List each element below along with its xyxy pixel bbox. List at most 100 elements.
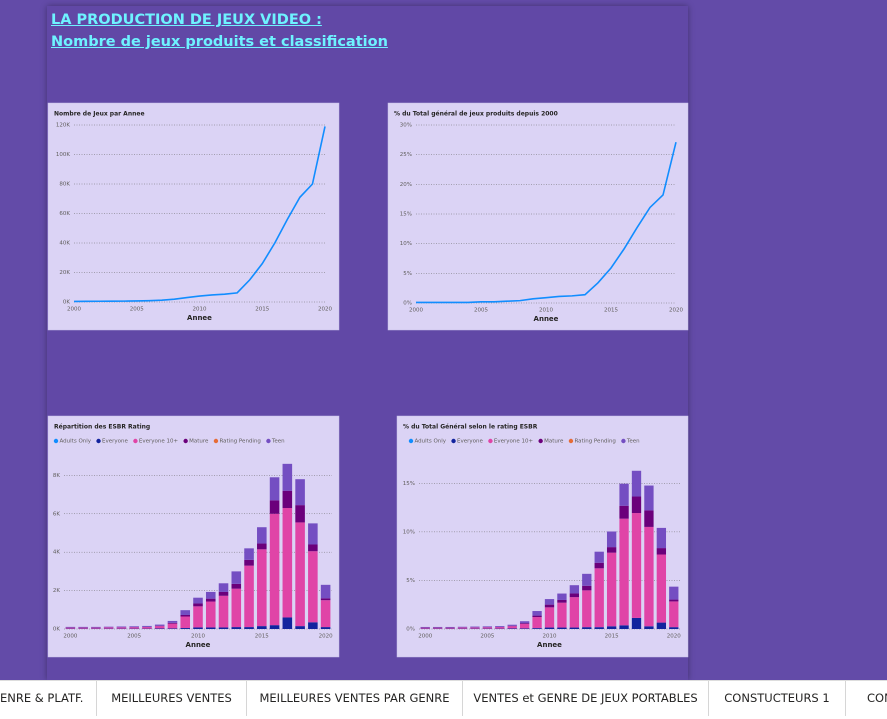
y-tick-label: 60K [59,211,70,217]
legend-label: Rating Pending [574,439,615,445]
bar-segment [193,606,203,627]
bar-segment [91,628,101,629]
legend-marker [96,439,100,443]
x-tick-label: 2020 [318,307,332,313]
bar-segment [180,615,190,617]
bar-segment [283,508,293,617]
legend-label: Teen [271,439,285,445]
bar-segment [470,628,479,629]
bar-segment [244,566,254,627]
bar-segment [308,622,318,629]
y-tick-label: 40K [59,241,70,247]
tab[interactable]: ENRE & PLATF. [0,681,97,716]
x-tick-label: 2000 [418,634,432,640]
bar-segment [644,510,653,527]
bar-segment [582,586,591,591]
y-tick-label: 0K [63,300,70,306]
chart-title: % du Total Général selon le rating ESBR [403,424,538,431]
bar-segment [607,531,616,547]
legend-label: Everyone [457,439,483,445]
x-tick-label: 2020 [319,634,333,640]
bar-segment [244,560,254,566]
bar-segment [270,514,280,625]
y-tick-label: 10% [403,529,415,535]
y-tick-label: 4K [53,550,60,556]
bar-segment [470,627,479,628]
bar-segment [295,626,305,629]
chart-title: Répartition des ESBR Rating [54,424,150,431]
bar-segment [295,505,305,522]
bar-segment [168,628,178,629]
tab[interactable]: VENTES et GENRE DE JEUX PORTABLES [463,681,709,716]
legend-marker [409,439,413,443]
y-tick-label: 2K [53,588,60,594]
bar-segment [321,627,331,629]
bar-segment [232,589,242,627]
bar-segment [321,600,331,627]
bar-segment [168,623,178,624]
x-tick-label: 2015 [604,308,618,314]
legend-label: Everyone 10+ [139,439,179,445]
bar-segment [91,627,101,628]
legend-label: Adults Only [60,439,92,445]
bar-segment [644,626,653,629]
bar-segment [570,593,579,597]
bar-segment [545,605,554,608]
bar-segment [270,477,280,500]
tab[interactable]: CONSTUCTEURS 1 [709,681,846,716]
bar-segment [66,627,76,628]
bar-segment [595,552,604,563]
bar-segment [520,623,529,624]
bar-segment [78,627,88,628]
bar-segment [142,627,152,629]
bar-segment [632,513,641,618]
x-tick-label: 2015 [255,634,269,640]
bar-segment [557,594,566,600]
bar-segment [545,628,554,629]
bar-segment [295,522,305,626]
bar-segment [104,627,114,628]
bar-segment [582,590,591,627]
legend-label: Mature [189,439,209,445]
bar-segment [433,628,442,629]
bar-segment [657,623,666,629]
bar-segment [104,627,114,628]
bar-segment [421,628,430,629]
legend-marker [54,439,58,443]
bar-segment [483,627,492,628]
legend-marker [488,439,492,443]
y-tick-label: 20% [400,182,412,188]
bar-segment [117,627,127,628]
bar-segment [142,626,152,627]
bar-segment [532,611,541,616]
legend-marker [538,439,542,443]
bar-segment [283,617,293,629]
legend-label: Adults Only [415,439,447,445]
bar-segment [219,596,229,628]
y-tick-label: 25% [400,152,412,158]
bar-segment [219,592,229,596]
bar-segment [129,627,139,628]
chart-card [48,103,339,330]
y-tick-label: 0% [403,301,412,307]
x-tick-label: 2010 [193,307,207,313]
y-tick-label: 80K [59,182,70,188]
y-tick-label: 20K [59,270,70,276]
bar-segment [445,628,454,629]
bar-segment [244,548,254,560]
y-tick-label: 15% [403,481,415,487]
legend-label: Mature [544,439,564,445]
bar-segment [244,627,254,629]
x-tick-label: 2005 [474,308,488,314]
x-tick-label: 2010 [191,634,205,640]
bar-segment [632,471,641,497]
bar-segment [595,627,604,629]
bar-segment [232,627,242,629]
bar-segment [257,549,267,626]
tab[interactable]: MEILLEURES VENTES [97,681,247,716]
tab[interactable]: MEILLEURES VENTES PAR GENRE [247,681,463,716]
tab[interactable]: CON [846,681,887,716]
bar-segment [669,600,678,602]
bar-segment [117,627,127,628]
